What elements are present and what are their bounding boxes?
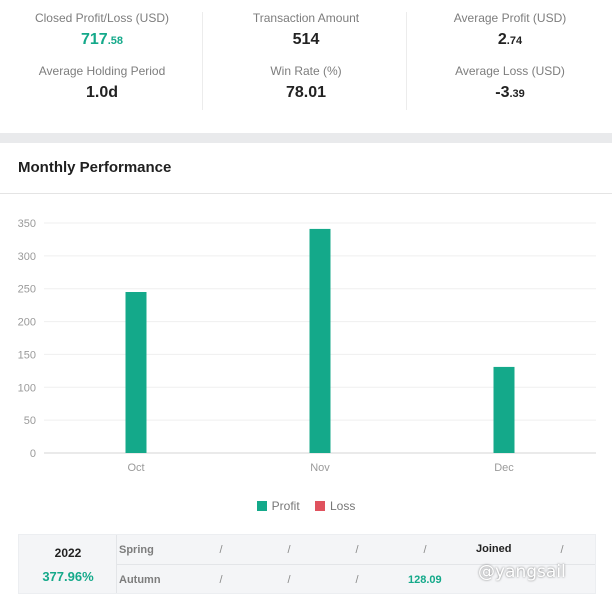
- row-label-autumn: Autumn: [119, 574, 161, 586]
- stat-value: -3.39: [495, 84, 525, 101]
- stat-label: Win Rate (%): [270, 64, 342, 78]
- stat-value: 514: [292, 31, 320, 48]
- year-cell: 2022 377.96%: [19, 535, 117, 593]
- bar-oct[interactable]: [125, 292, 147, 453]
- section-title: Monthly Performance: [18, 159, 172, 176]
- table-cell: /: [355, 544, 359, 556]
- stats-panel: Closed Profit/Loss (USD) 717.58 Transact…: [0, 0, 612, 126]
- y-tick-label: 0: [30, 448, 36, 460]
- y-tick-label: 250: [18, 284, 36, 296]
- stat-label: Average Holding Period: [38, 64, 166, 78]
- stat-value: 717.58: [81, 31, 123, 48]
- x-tick-label: Dec: [494, 462, 514, 474]
- year-label: 2022: [54, 546, 82, 560]
- watermark: @yangsail: [478, 562, 566, 582]
- stat-label: Transaction Amount: [252, 11, 360, 25]
- bar-dec[interactable]: [493, 366, 515, 453]
- chart-legend[interactable]: Profit Loss: [0, 499, 612, 513]
- legend-item-profit[interactable]: Profit: [256, 499, 300, 513]
- monthly-performance-chart: 0 50 100 150 200 250 300 350 Oct Nov Dec: [18, 218, 596, 474]
- row-label-spring: Spring: [119, 544, 154, 556]
- divider: [117, 564, 595, 565]
- yearly-return-table: 2022 377.96% Spring / / / / Joined / Aut…: [18, 534, 596, 594]
- y-axis: 0 50 100 150 200 250 300 350: [18, 218, 36, 460]
- table-cell: /: [560, 544, 564, 556]
- section-separator: [0, 133, 612, 143]
- y-tick-label: 50: [24, 415, 36, 427]
- table-cell: /: [219, 574, 223, 586]
- year-return: 377.96%: [42, 569, 94, 584]
- x-tick-label: Nov: [310, 462, 330, 474]
- legend-swatch-loss: [315, 501, 325, 511]
- y-tick-label: 300: [18, 251, 36, 263]
- y-tick-label: 150: [18, 349, 36, 361]
- y-tick-label: 200: [18, 317, 36, 329]
- stat-label: Closed Profit/Loss (USD): [34, 11, 170, 25]
- stat-transaction-amount: Transaction Amount 514: [204, 11, 408, 50]
- stat-value: 1.0d: [85, 84, 118, 101]
- table-cell-joined: Joined: [476, 543, 512, 555]
- x-tick-label: Oct: [127, 462, 144, 474]
- legend-item-loss[interactable]: Loss: [315, 499, 355, 513]
- table-cell: /: [287, 574, 291, 586]
- legend-swatch-profit: [256, 501, 267, 511]
- stat-label: Average Loss (USD): [455, 64, 565, 78]
- stat-label: Average Profit (USD): [453, 11, 567, 25]
- x-axis: Oct Nov Dec: [127, 462, 514, 474]
- stat-closed-pl: Closed Profit/Loss (USD) 717.58: [0, 11, 204, 50]
- stat-win-rate: Win Rate (%) 78.01: [204, 64, 408, 103]
- stat-value: 78.01: [285, 84, 327, 101]
- chart-bars: [125, 228, 515, 453]
- y-tick-label: 350: [18, 218, 36, 230]
- y-tick-label: 100: [18, 382, 36, 394]
- divider: [0, 193, 612, 194]
- table-cell: /: [355, 574, 359, 586]
- table-cell: /: [423, 544, 427, 556]
- table-cell: /: [219, 544, 223, 556]
- divider: [202, 12, 203, 110]
- divider: [406, 12, 407, 110]
- table-cell: /: [287, 544, 291, 556]
- table-cell-value: 128.09: [408, 574, 442, 586]
- bar-nov[interactable]: [309, 228, 331, 453]
- stat-value: 2.74: [497, 31, 523, 48]
- stat-average-holding-period: Average Holding Period 1.0d: [0, 64, 204, 103]
- stat-average-loss: Average Loss (USD) -3.39: [408, 64, 612, 103]
- stat-average-profit: Average Profit (USD) 2.74: [408, 11, 612, 50]
